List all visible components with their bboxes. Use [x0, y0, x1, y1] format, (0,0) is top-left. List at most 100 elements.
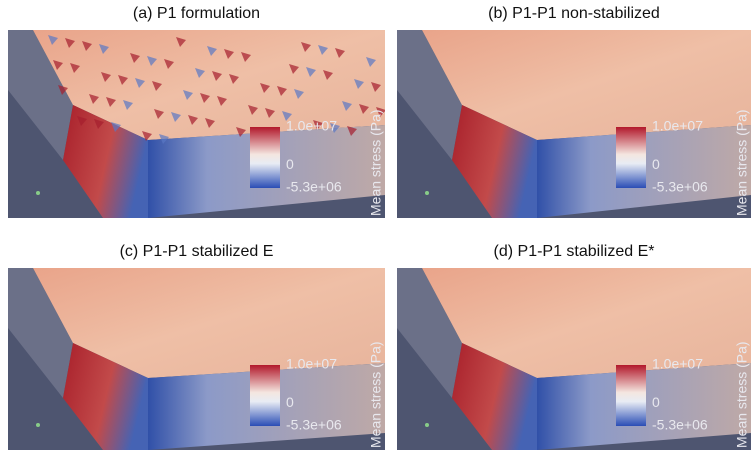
render: 1.0e+07 0 -5.3e+06 Mean stress (Pa) [397, 30, 751, 218]
mesh-cell [123, 100, 133, 110]
mesh-cell [306, 67, 316, 77]
mesh-cell [53, 60, 63, 70]
colorbar [250, 365, 280, 426]
mesh-cell [164, 59, 174, 69]
mesh-cell [265, 108, 275, 118]
colorbar [616, 127, 646, 188]
panel-title: (b) P1-P1 non-stabilized [488, 5, 660, 22]
colorbar [616, 365, 646, 426]
mesh-cell [152, 81, 162, 91]
colorbar [250, 127, 280, 188]
mesh-cell [212, 71, 222, 81]
curved-face [452, 105, 537, 218]
top-face [422, 30, 751, 140]
mesh-cell [118, 75, 128, 85]
render: 1.0e+07 0 -5.3e+06 Mean stress (Pa) [8, 268, 385, 450]
bevel-face [8, 268, 73, 398]
mesh-cell [229, 74, 239, 84]
mesh-cell [313, 120, 323, 130]
mesh-cell [335, 48, 345, 58]
mesh-cell [318, 45, 328, 55]
panel-title: (c) P1-P1 stabilized E [119, 243, 274, 260]
colorbar-label: 1.0e+07 [652, 118, 703, 134]
mesh-cell [65, 38, 75, 48]
axes-glyph [36, 423, 40, 427]
mesh-cell [48, 35, 58, 45]
curved-face [63, 343, 148, 450]
bevel-face [397, 268, 462, 398]
mesh-cell [176, 37, 186, 47]
render: 1.0e+07 0 -5.3e+06 Mean stress (Pa) [8, 30, 385, 218]
mesh-cell [89, 94, 99, 104]
top-face [33, 30, 385, 140]
mesh-cell [159, 134, 169, 144]
mesh-cell [236, 127, 246, 137]
mesh-cell [359, 104, 369, 114]
bevel-face [8, 30, 73, 160]
mesh-cell [323, 70, 333, 80]
mesh-cell [241, 52, 251, 62]
mesh-cell [130, 53, 140, 63]
mesh-cell [205, 118, 215, 128]
mesh-cell [282, 111, 292, 121]
mesh-cell [354, 79, 364, 89]
mesh-cell [171, 112, 181, 122]
panel-title: (a) P1 formulation [132, 5, 261, 22]
mesh-cell [101, 72, 111, 82]
colorbar-label: 0 [286, 394, 294, 410]
top-face [33, 268, 385, 378]
render: 1.0e+07 0 -5.3e+06 Mean stress (Pa) [397, 268, 751, 450]
mesh-cell [82, 41, 92, 51]
mesh-cell [330, 123, 340, 133]
axes-glyph [425, 423, 429, 427]
mesh-cell [366, 57, 376, 67]
mesh-cell [94, 119, 104, 129]
mesh-cell [294, 89, 304, 99]
colorbar-label: -5.3e+06 [286, 417, 342, 433]
mesh-cell [277, 86, 287, 96]
mesh-cell [147, 56, 157, 66]
colorbar-label: -5.3e+06 [652, 179, 708, 195]
mesh-cell [77, 116, 87, 126]
colorbar-label: 0 [286, 156, 294, 172]
mesh-cell [135, 78, 145, 88]
mesh-cell [224, 49, 234, 59]
colorbar-title: Mean stress (Pa) [734, 341, 750, 448]
mesh-cell [99, 44, 109, 54]
mesh-cell [142, 131, 152, 141]
colorbar-label: 1.0e+07 [286, 356, 337, 372]
mesh-cell [195, 68, 205, 78]
panel-title: (d) P1-P1 stabilized E* [493, 243, 655, 260]
curved-face [63, 105, 148, 218]
colorbar-label: 0 [652, 394, 660, 410]
mesh-cell [376, 107, 385, 117]
colorbar-title: Mean stress (Pa) [368, 341, 384, 448]
mesh-cell [342, 101, 352, 111]
mesh-cell [207, 46, 217, 56]
mesh-cell [301, 42, 311, 52]
colorbar-label: -5.3e+06 [652, 417, 708, 433]
top-face [422, 268, 751, 378]
colorbar-label: 1.0e+07 [286, 118, 337, 134]
mesh-cell [289, 64, 299, 74]
mesh-cell [183, 90, 193, 100]
colorbar-title: Mean stress (Pa) [734, 109, 750, 216]
mesh-cell [111, 122, 121, 132]
mesh-cell [106, 97, 116, 107]
colorbar-label: 0 [652, 156, 660, 172]
colorbar-label: -5.3e+06 [286, 179, 342, 195]
mesh-cell [248, 105, 258, 115]
colorbar-title: Mean stress (Pa) [368, 109, 384, 216]
mesh-cell [200, 93, 210, 103]
mesh-cell [260, 83, 270, 93]
colorbar-label: 1.0e+07 [652, 356, 703, 372]
mesh-cell [58, 85, 68, 95]
bevel-face [397, 30, 462, 160]
mesh-cell [371, 82, 381, 92]
mesh-cell [188, 115, 198, 125]
curved-face [452, 343, 537, 450]
mesh-cell [217, 96, 227, 106]
mesh-cell [347, 126, 357, 136]
mesh-cell [70, 63, 80, 73]
